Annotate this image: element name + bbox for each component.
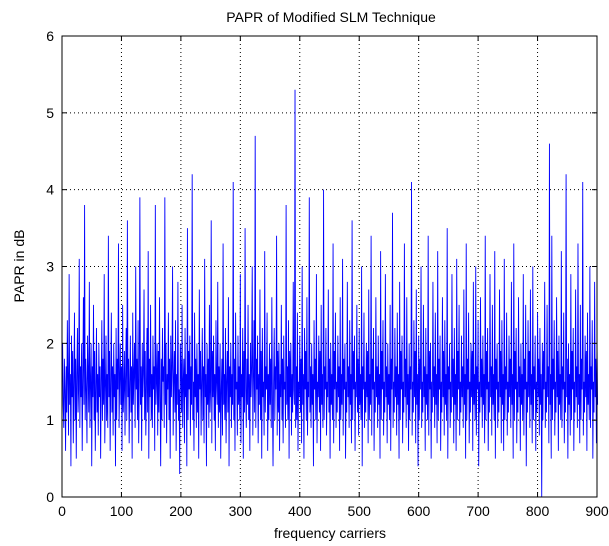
x-tick-label: 200 <box>169 503 193 519</box>
y-tick-label: 2 <box>46 335 54 351</box>
x-tick-label: 800 <box>526 503 550 519</box>
x-axis: 0 100 200 300 400 500 600 700 800 900 <box>58 36 609 519</box>
grid-lines <box>62 36 597 497</box>
y-tick-label: 5 <box>46 105 54 121</box>
papr-series-line <box>62 89 599 498</box>
x-tick-label: 400 <box>288 503 312 519</box>
y-tick-label: 6 <box>46 28 54 44</box>
x-tick-label: 600 <box>407 503 431 519</box>
x-tick-label: 500 <box>348 503 372 519</box>
y-axis-label: PAPR in dB <box>11 230 27 303</box>
x-axis-label: frequency carriers <box>274 525 386 541</box>
x-tick-label: 900 <box>585 503 609 519</box>
x-tick-label: 0 <box>58 503 66 519</box>
y-tick-label: 3 <box>46 259 54 275</box>
y-tick-label: 1 <box>46 412 54 428</box>
x-tick-label: 300 <box>229 503 253 519</box>
y-tick-label: 4 <box>46 182 54 198</box>
data-series <box>62 89 599 498</box>
x-tick-label: 700 <box>466 503 490 519</box>
x-tick-label: 100 <box>110 503 134 519</box>
chart-title: PAPR of Modified SLM Technique <box>226 9 436 25</box>
y-axis: 0 1 2 3 4 5 6 <box>46 28 597 505</box>
y-tick-label: 0 <box>46 489 54 505</box>
